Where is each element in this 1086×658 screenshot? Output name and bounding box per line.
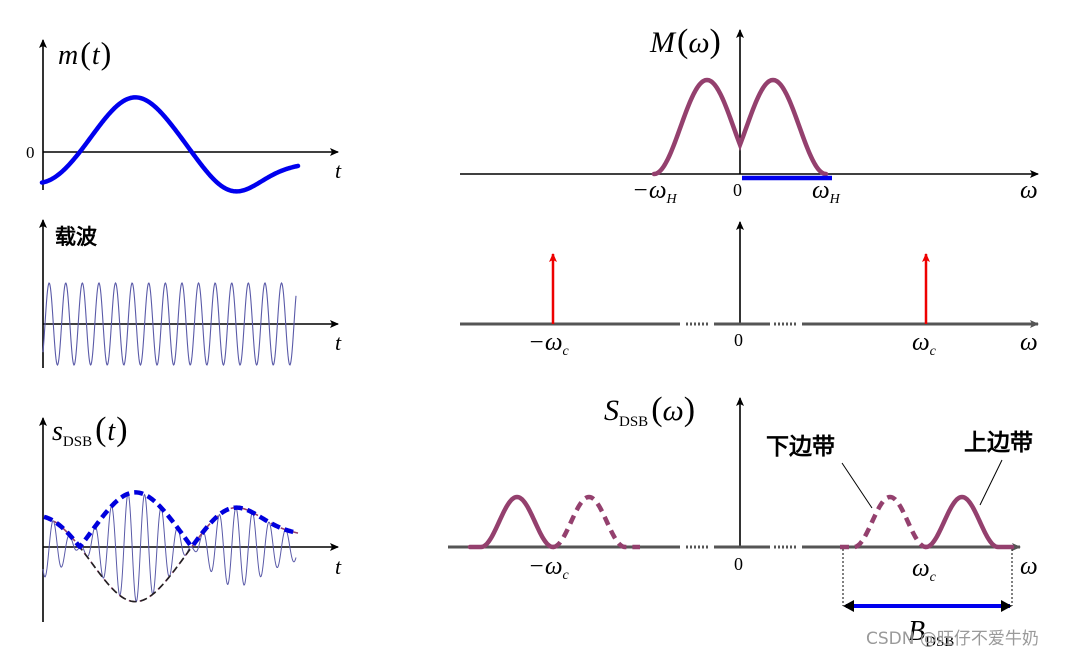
dsb-bandwidth-label: BDSB	[908, 616, 954, 650]
M-title: M(ω)	[649, 23, 721, 60]
bw-arrow-right	[1001, 600, 1012, 612]
neg-lower-sideband	[552, 494, 640, 550]
bw-arrow-left	[843, 600, 854, 612]
M-pos-omegaH-label: ωH	[812, 177, 841, 207]
dsb-t-label: t	[335, 554, 342, 579]
dsb-lower-envelope-dark	[77, 544, 191, 603]
carrier-spec-pos-wc-label: ωc	[912, 329, 937, 359]
dsb-upper-envelope	[43, 490, 299, 550]
S-neg-wc-label: −ωc	[528, 553, 570, 583]
lower-sideband-leader	[841, 462, 873, 509]
lower-sideband-label: 下边带	[766, 434, 835, 460]
message-waveform	[39, 95, 301, 194]
dsb-title: sDSB(t)	[52, 411, 128, 450]
M-omega-axis-label: ω	[1020, 177, 1038, 204]
carrier-spectrum-panel: −ωc 0 ωc ω	[460, 221, 1039, 359]
carrier-title: 载波	[55, 225, 98, 249]
message-zero-label: 0	[26, 143, 35, 162]
M-zero-label: 0	[733, 180, 742, 200]
pos-lower-sideband	[840, 494, 927, 550]
dsb-panel: t sDSB(t)	[39, 411, 342, 622]
message-panel: 0 t m(t)	[26, 35, 342, 194]
upper-sideband-label: 上边带	[964, 430, 1033, 456]
message-spectrum-curve	[651, 77, 829, 177]
dsb-spectrum-panel: 下边带 上边带 SDSB(ω) −ωc 0 ωc ω BDSB	[448, 391, 1038, 650]
message-title: m(t)	[58, 35, 111, 71]
M-neg-omegaH-label: −ωH	[632, 177, 678, 207]
carrier-t-label: t	[335, 330, 342, 355]
S-pos-wc-label: ωc	[912, 555, 937, 585]
S-title: SDSB(ω)	[604, 391, 695, 430]
carrier-panel: 载波 t	[39, 219, 342, 368]
message-t-label: t	[335, 158, 342, 183]
pos-upper-sideband	[923, 494, 1015, 550]
S-omega-label: ω	[1020, 553, 1038, 580]
carrier-spec-neg-wc-label: −ωc	[528, 329, 570, 359]
message-spectrum-panel: M(ω) −ωH 0 ωH ω	[460, 23, 1039, 207]
watermark: CSDN @旺仔不爱牛奶	[866, 629, 1039, 649]
carrier-spec-zero-label: 0	[734, 330, 743, 350]
S-zero-label: 0	[734, 554, 743, 574]
upper-sideband-leader	[979, 459, 1003, 506]
carrier-spec-omega-label: ω	[1020, 329, 1038, 356]
neg-upper-sideband	[467, 494, 556, 550]
carrier-waveform	[42, 282, 297, 366]
